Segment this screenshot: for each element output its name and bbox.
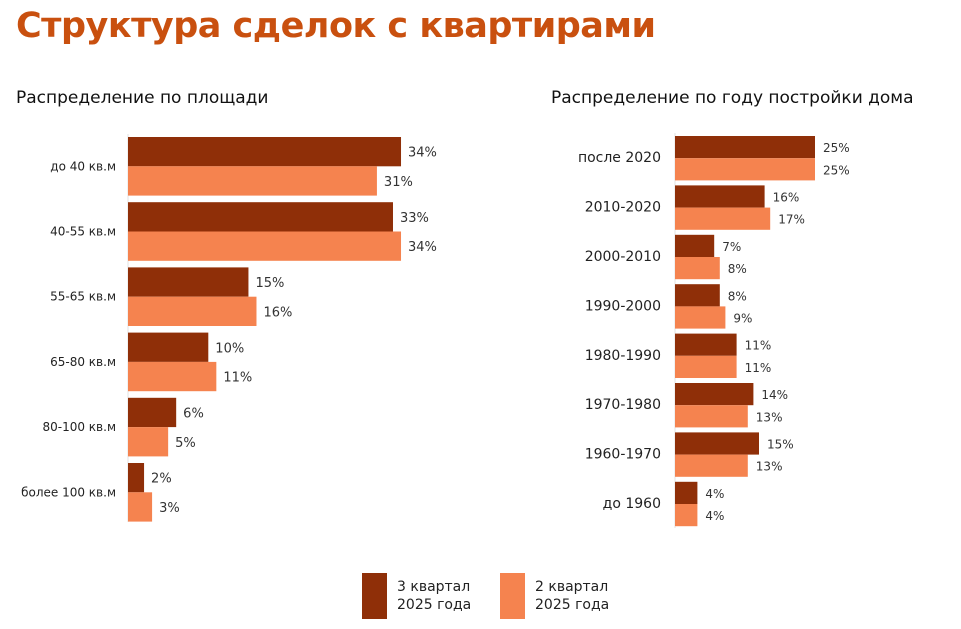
year-category-label: 1990-2000	[585, 298, 661, 314]
year-bar-q2	[675, 504, 698, 527]
year-bar-q2	[675, 355, 737, 378]
year-bar-q3	[675, 383, 754, 406]
area-bar-q3	[128, 463, 145, 493]
area-value-label: 10%	[215, 341, 244, 356]
year-category-label: 2000-2010	[585, 249, 661, 265]
year-value-label: 11%	[745, 361, 772, 375]
area-bar-q3	[128, 137, 402, 167]
legend-item-q2: 2 квартал 2025 года	[500, 573, 609, 619]
year-category-label: 1960-1970	[585, 447, 661, 463]
area-value-label: 6%	[183, 406, 204, 421]
legend-label-q3: 3 квартал 2025 года	[397, 579, 472, 613]
area-value-label: 34%	[408, 146, 437, 161]
area-category-label: 55-65 кв.м	[50, 290, 116, 304]
area-bar-q3	[128, 267, 249, 297]
year-bar-q2	[675, 454, 748, 477]
year-value-label: 8%	[728, 262, 747, 276]
year-value-label: 13%	[756, 410, 783, 424]
area-category-label: более 100 кв.м	[21, 485, 116, 499]
legend-item-q3: 3 квартал 2025 года	[362, 573, 471, 619]
area-bar-q2	[128, 427, 169, 457]
year-value-label: 11%	[745, 339, 772, 353]
area-value-label: 2%	[151, 472, 172, 487]
year-bar-q2	[675, 405, 748, 428]
year-category-label: 1980-1990	[585, 348, 661, 364]
year-bar-q3	[675, 432, 759, 455]
year-bar-q2	[675, 306, 726, 329]
year-value-label: 7%	[722, 240, 741, 254]
year-bar-q3	[675, 481, 698, 504]
area-value-label: 16%	[263, 305, 292, 320]
area-category-label: 40-55 кв.м	[50, 225, 116, 239]
area-bar-q2	[128, 231, 402, 261]
area-value-label: 3%	[159, 501, 180, 516]
year-value-label: 17%	[778, 213, 805, 227]
year-bar-q3	[675, 234, 715, 257]
year-value-label: 25%	[823, 163, 850, 177]
area-chart-title: Распределение по площади	[16, 88, 269, 108]
area-category-label: 65-80 кв.м	[50, 355, 116, 369]
year-value-label: 14%	[761, 388, 788, 402]
area-bar-q3	[128, 202, 393, 232]
year-bar-q2	[675, 158, 815, 181]
year-value-label: 16%	[773, 191, 800, 205]
year-category-label: до 1960	[603, 496, 661, 512]
year-value-label: 9%	[733, 312, 752, 326]
area-value-label: 34%	[408, 240, 437, 255]
year-value-label: 13%	[756, 460, 783, 474]
area-category-label: 80-100 кв.м	[42, 420, 116, 434]
year-category-label: 1970-1980	[585, 397, 661, 413]
year-category-label: после 2020	[578, 150, 661, 166]
year-chart-title: Распределение по году постройки дома	[551, 88, 914, 108]
area-bar-q2	[128, 296, 257, 326]
area-value-label: 31%	[384, 175, 413, 190]
area-category-label: до 40 кв.м	[50, 159, 116, 173]
page-title: Структура сделок с квартирами	[16, 6, 656, 46]
area-value-label: 11%	[223, 371, 252, 386]
year-category-label: 2010-2020	[585, 200, 661, 216]
legend-swatch-q2	[500, 573, 525, 619]
area-value-label: 33%	[400, 211, 429, 226]
year-value-label: 25%	[823, 141, 850, 155]
year-value-label: 4%	[705, 509, 724, 523]
year-bar-q3	[675, 333, 737, 356]
year-bar-q3	[675, 136, 815, 159]
year-value-label: 15%	[767, 438, 794, 452]
area-bar-q3	[128, 397, 177, 428]
year-bar-q3	[675, 284, 720, 307]
area-bar-q2	[128, 492, 153, 522]
area-bar-q2	[128, 361, 217, 392]
legend-swatch-q3	[362, 573, 387, 619]
year-bar-q2	[675, 207, 771, 230]
area-value-label: 15%	[255, 276, 284, 291]
year-bar-q2	[675, 257, 720, 280]
area-bar-q2	[128, 166, 377, 196]
year-value-label: 4%	[705, 487, 724, 501]
area-bar-q3	[128, 332, 209, 362]
year-value-label: 8%	[728, 289, 747, 303]
legend-label-q2: 2 квартал 2025 года	[535, 579, 610, 613]
year-bar-q3	[675, 185, 765, 208]
area-value-label: 5%	[175, 436, 196, 451]
